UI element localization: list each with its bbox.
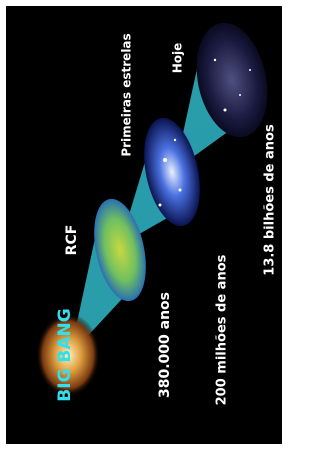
event-time: 380.000 anos [157,292,173,398]
event-time: 200 milhões de anos [215,254,230,405]
event-label: Primeiras estrelas [120,33,134,156]
universe-timeline: BIG BANG RCF Primeiras estrelas Hoje 380… [0,0,288,450]
event-label: BIG BANG [55,308,75,401]
event-label: RCF [64,225,80,256]
event-time: 13.8 bilhões de anos [263,124,278,276]
event-label: Hoje [171,43,185,74]
